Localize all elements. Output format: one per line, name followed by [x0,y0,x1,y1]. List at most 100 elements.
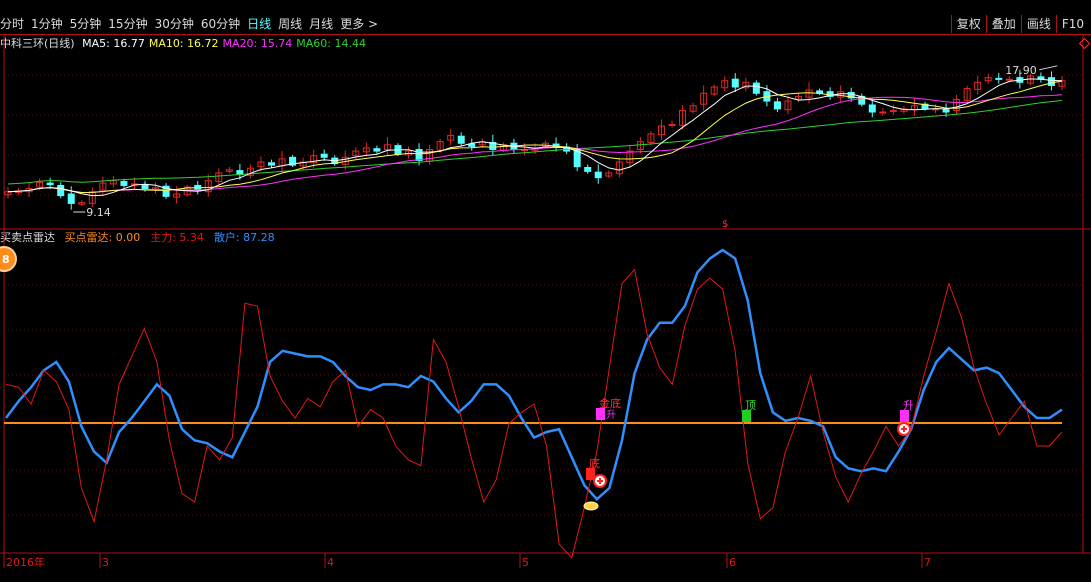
toolbar-button[interactable]: F10 [1055,15,1089,33]
candle-body [636,141,644,150]
gold-bottom-signal-box [596,408,605,420]
candle-body [236,170,244,175]
toolbar-right-buttons: 复权 叠加 画线 F10 [950,15,1089,33]
time-label: 6 [729,556,736,569]
candle-body [752,82,760,94]
period-tab[interactable]: 30分钟 [154,17,194,31]
indicator-name: 主力: [150,231,176,244]
candle-body [731,78,739,88]
period-tabs: 分时 1分钟 5分钟 15分钟 30分钟 60分钟 日线 周线 月线 更多 > [0,15,378,33]
candle-body [626,150,634,164]
time-label: 5 [522,556,529,569]
period-tab[interactable]: 5分钟 [69,17,102,31]
time-label: 3 [102,556,109,569]
candle-body [689,105,697,112]
ma60-line [7,99,1063,185]
candle-body [710,86,718,95]
candle-body [773,101,781,110]
candle-body [162,185,170,197]
ma20-line [7,94,1063,194]
candle-body [373,148,381,152]
candle-body [489,141,497,150]
gold-bottom-signal-text: 金底 [599,396,621,410]
ma-value: 15.74 [257,37,293,50]
indicator-label: 散户: 87.28 [214,231,275,244]
indicator-name: 买点雷达: [64,231,113,244]
indicator-value: 0.00 [112,231,141,244]
gold-ingot-icon [583,501,599,511]
ma-name: MA5: [82,37,110,50]
toolbar-button[interactable]: 画线 [1020,15,1056,33]
candle-body [299,161,307,167]
main-force-line [5,268,1063,560]
indicator-label: 买点雷达: 0.00 [65,231,141,244]
stock-title: 中科三环(日线) [0,37,75,50]
top-signal-text: 顶 [745,399,756,412]
candle-body [984,77,992,82]
candle-body [742,81,750,89]
high-label: 17.90 [1005,64,1037,77]
period-tab[interactable]: 日线 [247,17,272,31]
candle-body [257,161,265,168]
toolbar-button[interactable]: 复权 [950,15,986,33]
candle-body [215,172,223,183]
ma-name: MA10: [148,37,184,50]
rise-signal-2-box [900,410,909,422]
ma-value: 16.77 [109,37,145,50]
candle-body [721,80,729,89]
ma-label: MA5: 16.77 [82,37,145,50]
period-tab[interactable]: 1分钟 [31,17,63,31]
indicator-badge [0,246,17,272]
indicator-name: 散户: [213,231,240,244]
ma-label: MA20: 15.74 [223,37,293,50]
candle-body [605,172,613,177]
time-label: 2016年 [6,555,45,569]
candle-body [225,169,233,172]
candle-body [46,182,54,186]
candle-body [57,184,65,197]
candle-body [679,109,687,126]
candle-body [120,181,128,186]
candle-body [784,100,792,111]
candle-body [457,135,465,144]
indicator-value: 5.34 [175,231,204,244]
period-tab[interactable]: 更多 > [340,17,379,31]
candle-body [468,143,476,147]
period-toolbar: 分时 1分钟 5分钟 15分钟 30分钟 60分钟 日线 周线 月线 更多 > 复权 叠加 画线 F10 [0,14,1091,35]
candle-body [78,202,86,205]
candle-body [173,193,181,198]
ma-label: MA10: 16.72 [149,37,219,50]
candle-body [1005,78,1013,81]
candle-body [405,150,413,156]
period-tab[interactable]: 月线 [309,17,334,31]
toolbar-button[interactable]: 叠加 [985,15,1021,33]
period-tab[interactable]: 周线 [278,17,303,31]
candle-body [1047,77,1055,86]
time-label: 7 [924,556,931,569]
candle-body [795,95,802,100]
corner-diamond-icon [1078,37,1091,50]
bottom-signal-box [586,468,595,480]
candle-body [141,184,149,190]
candle-body [974,81,982,90]
period-tab[interactable]: 分时 [0,17,25,31]
period-tab[interactable]: 15分钟 [108,17,148,31]
top-signal-box [742,410,751,422]
candle-body [36,181,44,188]
period-tab[interactable]: 60分钟 [200,17,241,31]
candle-body [88,191,96,204]
ma-name: MA20: [222,37,258,50]
indicator-value: 87.28 [239,231,275,244]
ma-label: MA60: 14.44 [296,37,366,50]
candle-body [289,156,297,166]
ma5-line [7,78,1063,197]
candle-body [99,182,107,191]
candle-body [826,91,834,97]
candle-body [668,124,676,126]
dividend-marker: $ [722,219,728,230]
candle-body [953,99,961,111]
candle-body [320,153,328,158]
indicator-badge-text: 8 [2,253,10,266]
